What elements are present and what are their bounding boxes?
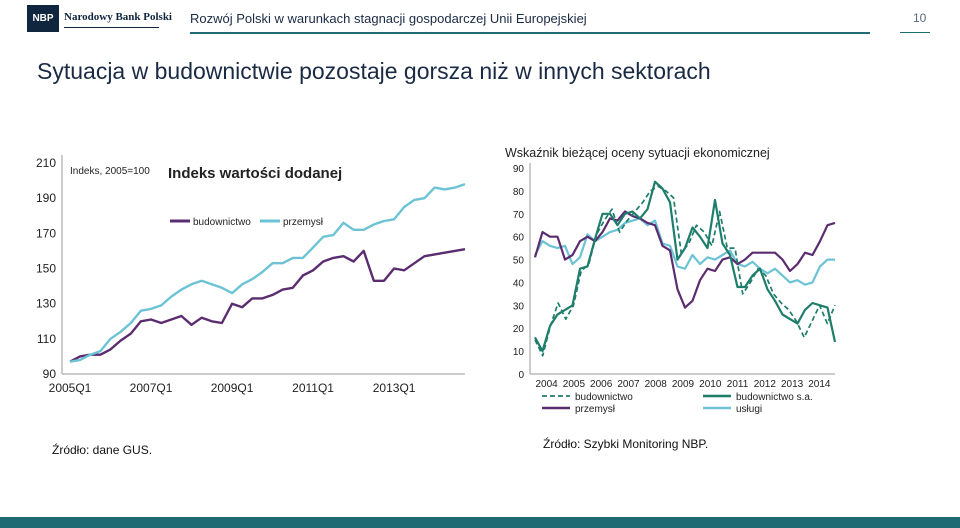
footer-bar [0,517,960,528]
slide-number-underline [900,32,930,33]
y-tick-label: 60 [513,233,525,244]
x-tick-label: 2005 [563,379,586,390]
x-tick-label: 2009Q1 [211,381,254,395]
y-tick-label: 50 [513,256,525,267]
y-tick-label: 150 [36,262,56,276]
logo-underline [64,27,159,28]
x-tick-label: 2007 [617,379,640,390]
x-tick-label: 2013Q1 [373,381,416,395]
x-tick-label: 2014 [808,379,831,390]
y-tick-label: 70 [513,210,525,221]
y-tick-label: 30 [513,301,525,312]
nbp-logo: NBP [27,5,59,32]
x-tick-label: 2011 [727,379,749,390]
legend-label: przemysł [283,217,324,228]
source-right: Źródło: Szybki Monitoring NBP. [543,437,709,451]
legend-label: budownictwo s.a. [736,392,813,403]
series-line-przemysl [69,182,466,363]
y-tick-label: 0 [518,370,524,381]
presentation-title: Rozwój Polski w warunkach stagnacji gosp… [190,11,587,26]
slide-title: Sytuacja w budownictwie pozostaje gorsza… [37,58,711,84]
x-tick-label: 2010 [699,379,722,390]
legend-label: przemysł [575,404,616,415]
y-tick-label: 40 [513,278,525,289]
logo-bank-name: Narodowy Bank Polski [64,11,172,23]
y-tick-label: 170 [36,226,56,240]
series-line-uslugi [534,217,835,286]
source-left: Źródło: dane GUS. [52,443,153,457]
x-tick-label: 2013 [781,379,804,390]
x-tick-label: 2012 [754,379,777,390]
header-divider [190,32,870,34]
y-tick-label: 10 [513,347,525,358]
x-tick-label: 2011Q1 [292,381,334,395]
y-tick-label: 110 [37,332,56,346]
legend-label: budownictwo [193,217,251,228]
y-axis-label: Indeks, 2005=100 [70,166,150,177]
x-tick-label: 2009 [672,379,695,390]
y-tick-label: 90 [513,164,525,175]
x-tick-label: 2006 [590,379,613,390]
legend-label: budownictwo [575,392,633,403]
series-line-przemysl [533,210,836,309]
x-tick-label: 2005Q1 [49,381,92,395]
y-tick-label: 80 [513,187,525,198]
x-tick-label: 2004 [536,379,559,390]
x-tick-label: 2007Q1 [130,381,173,395]
chart-title: Wskaźnik bieżącej oceny sytuacji ekonomi… [505,146,770,160]
series-line-budownictwo-sa [534,180,837,353]
economic-situation-chart: 0 10 20 30 40 50 60 70 80 90 2004 2005 2006 2007 2008 2… [505,146,837,415]
legend-label: usługi [736,404,762,415]
value-added-index-chart: 90 110 130 150 170 190 210 2005Q1 2007Q1 2009Q1 20… [36,155,466,395]
slide-number: 10 [913,11,927,25]
y-tick-label: 20 [513,324,525,335]
series-line-budownictwo [69,248,466,363]
y-tick-label: 90 [43,367,57,381]
y-tick-label: 130 [36,297,56,311]
y-tick-label: 190 [36,191,56,205]
chart-title: Indeks wartości dodanej [168,165,342,182]
y-tick-label: 210 [36,156,56,170]
x-tick-label: 2008 [645,379,668,390]
